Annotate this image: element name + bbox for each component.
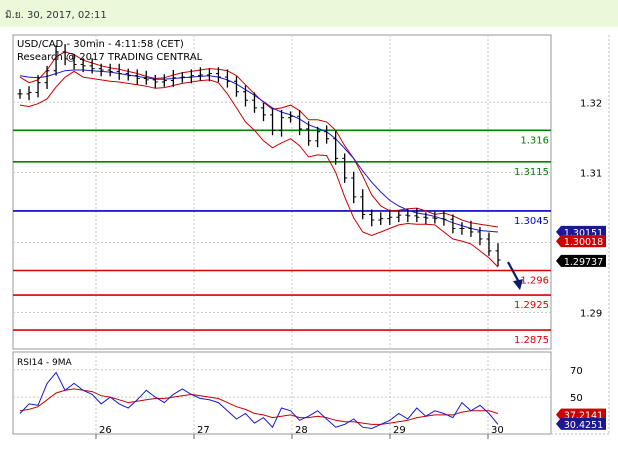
price-panel <box>12 34 552 350</box>
rsi-tick-label: 70 <box>570 366 583 377</box>
time-tick-label: 27 <box>197 425 210 436</box>
rsi-badge-label: 37.2141 <box>564 411 603 422</box>
time-tick-label: 26 <box>99 425 112 436</box>
price-badge-label: 1.30151 <box>564 228 603 239</box>
chart-subtitle: Research @ 2017 TRADING CENTRAL <box>17 52 203 63</box>
price-badge-pointer <box>556 254 561 267</box>
moving-average-line <box>19 69 499 233</box>
price-badge <box>561 225 606 238</box>
timestamp: มิ.ย. 30, 2017, 02:11 <box>5 10 107 21</box>
rsi-tick-label: 50 <box>570 393 583 404</box>
level-label: 1.3045 <box>514 216 549 227</box>
level-label: 1.316 <box>520 135 549 146</box>
forecast-arrow-head <box>513 279 523 291</box>
rsi-badge <box>561 417 606 430</box>
price-badge-label: 1.29737 <box>564 257 603 268</box>
level-label: 1.296 <box>520 276 549 287</box>
price-tick-label: 1.32 <box>580 98 602 109</box>
series-lines <box>19 51 523 291</box>
level-lines: 1.316 1.3115 1.3045 1.296 1.2925 1.2875 <box>13 129 551 346</box>
rsi-label: RSI14 - 9MA <box>17 358 73 368</box>
price-badge <box>561 254 606 267</box>
rsi-badge-pointer <box>556 408 561 421</box>
price-bars <box>17 44 501 267</box>
rsi-panel <box>12 351 552 435</box>
rsi-badge <box>561 408 606 421</box>
bollinger-lower-line <box>19 70 499 268</box>
time-tick-label: 30 <box>491 425 504 436</box>
rsi-line <box>19 371 499 430</box>
price-badge-label: 1.30018 <box>564 237 603 248</box>
price-tick-label: 1.29 <box>580 309 602 320</box>
rsi-lines: 70 50 <box>13 366 583 430</box>
timestamp-bar: มิ.ย. 30, 2017, 02:11 <box>0 0 618 27</box>
rsi-badge-pointer <box>556 417 561 430</box>
rsi-ma-line <box>19 388 499 425</box>
chart-title: USD/CAD - 30min - 4:11:58 (CET) <box>17 39 184 50</box>
rsi-badge-label: 30.4251 <box>564 420 603 431</box>
price-axis: 1.321.311.31.29 <box>580 98 602 319</box>
time-tick-label: 29 <box>393 425 406 436</box>
level-label: 1.2875 <box>514 335 549 346</box>
level-label: 1.3115 <box>514 167 549 178</box>
time-axis: 26 27 28 29 30 <box>95 425 504 439</box>
price-badge-pointer <box>556 225 561 238</box>
level-label: 1.2925 <box>514 300 549 311</box>
price-tick-label: 1.31 <box>580 168 602 179</box>
price-badge-pointer <box>556 235 561 248</box>
price-badge <box>561 235 606 248</box>
time-tick-label: 28 <box>295 425 308 436</box>
